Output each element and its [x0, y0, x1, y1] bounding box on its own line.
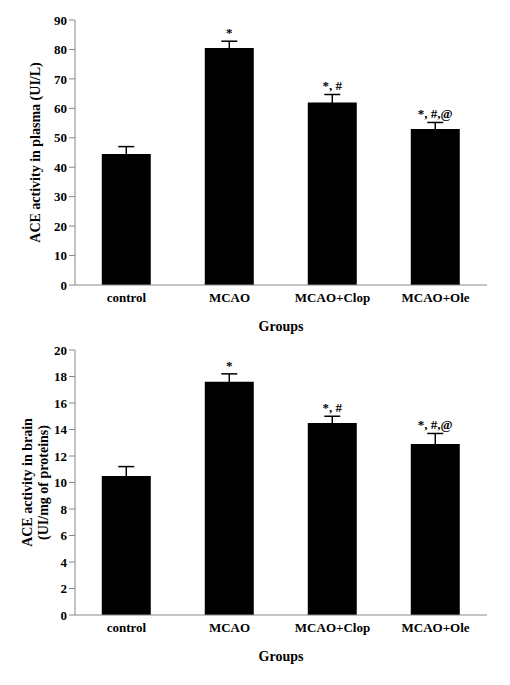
svg-text:*, #,@: *, #,@: [418, 417, 453, 432]
svg-text:40: 40: [54, 160, 67, 175]
svg-text:0: 0: [61, 278, 68, 293]
svg-text:16: 16: [54, 396, 68, 411]
svg-text:0: 0: [61, 608, 68, 623]
svg-text:12: 12: [54, 449, 67, 464]
svg-text:ACE activity in brain(UI/mg of: ACE activity in brain(UI/mg of proteins): [20, 418, 52, 547]
svg-text:control: control: [107, 620, 147, 635]
svg-text:*, #: *, #: [323, 400, 343, 415]
svg-text:MCAO: MCAO: [209, 290, 250, 305]
svg-text:10: 10: [54, 248, 67, 263]
svg-text:MCAO+Clop: MCAO+Clop: [295, 290, 370, 305]
svg-text:20: 20: [54, 343, 67, 358]
svg-text:MCAO+Ole: MCAO+Ole: [401, 620, 469, 635]
svg-text:18: 18: [54, 369, 68, 384]
svg-text:control: control: [107, 290, 147, 305]
svg-text:*, #,@: *, #,@: [418, 106, 453, 121]
svg-text:*: *: [226, 358, 233, 373]
svg-text:*: *: [226, 25, 233, 40]
svg-text:60: 60: [54, 101, 67, 116]
svg-text:ACE activity in plasma (UI/L): ACE activity in plasma (UI/L): [28, 62, 44, 243]
svg-text:Groups: Groups: [259, 649, 304, 664]
svg-text:8: 8: [61, 502, 68, 517]
svg-text:6: 6: [61, 528, 68, 543]
svg-text:70: 70: [54, 72, 67, 87]
svg-text:MCAO+Ole: MCAO+Ole: [401, 290, 469, 305]
svg-text:10: 10: [54, 475, 67, 490]
svg-text:50: 50: [54, 130, 67, 145]
svg-text:*, #: *, #: [323, 78, 343, 93]
svg-text:80: 80: [54, 42, 67, 57]
svg-text:MCAO+Clop: MCAO+Clop: [295, 620, 370, 635]
svg-text:4: 4: [61, 555, 68, 570]
svg-text:14: 14: [54, 422, 68, 437]
svg-text:20: 20: [54, 219, 67, 234]
svg-text:30: 30: [54, 189, 67, 204]
svg-text:2: 2: [61, 581, 68, 596]
svg-text:MCAO: MCAO: [209, 620, 250, 635]
svg-text:Groups: Groups: [259, 319, 304, 334]
svg-text:90: 90: [54, 13, 67, 28]
